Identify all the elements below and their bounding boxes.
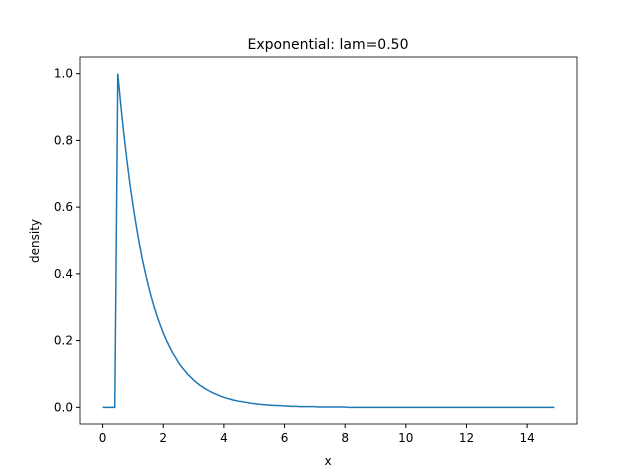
y-axis-label: density bbox=[28, 219, 42, 263]
x-tick-label: 4 bbox=[220, 431, 228, 445]
chart-title: Exponential: lam=0.50 bbox=[248, 37, 409, 53]
x-axis-label: x bbox=[324, 454, 331, 468]
y-tick-label: 0.2 bbox=[54, 334, 73, 348]
x-tick-label: 0 bbox=[99, 431, 107, 445]
y-tick-label: 1.0 bbox=[54, 67, 73, 81]
x-tick-label: 2 bbox=[159, 431, 167, 445]
data-line bbox=[102, 73, 555, 409]
axes-frame bbox=[79, 56, 578, 425]
y-tick-label: 0.8 bbox=[54, 133, 73, 147]
x-tick-label: 12 bbox=[459, 431, 474, 445]
x-tick-label: 10 bbox=[398, 431, 413, 445]
x-tick-label: 6 bbox=[281, 431, 289, 445]
y-tick-label: 0.4 bbox=[54, 267, 73, 281]
x-tick-label: 14 bbox=[519, 431, 534, 445]
x-tick-label: 8 bbox=[341, 431, 349, 445]
y-tick-label: 0.0 bbox=[54, 400, 73, 414]
y-tick-label: 0.6 bbox=[54, 200, 73, 214]
